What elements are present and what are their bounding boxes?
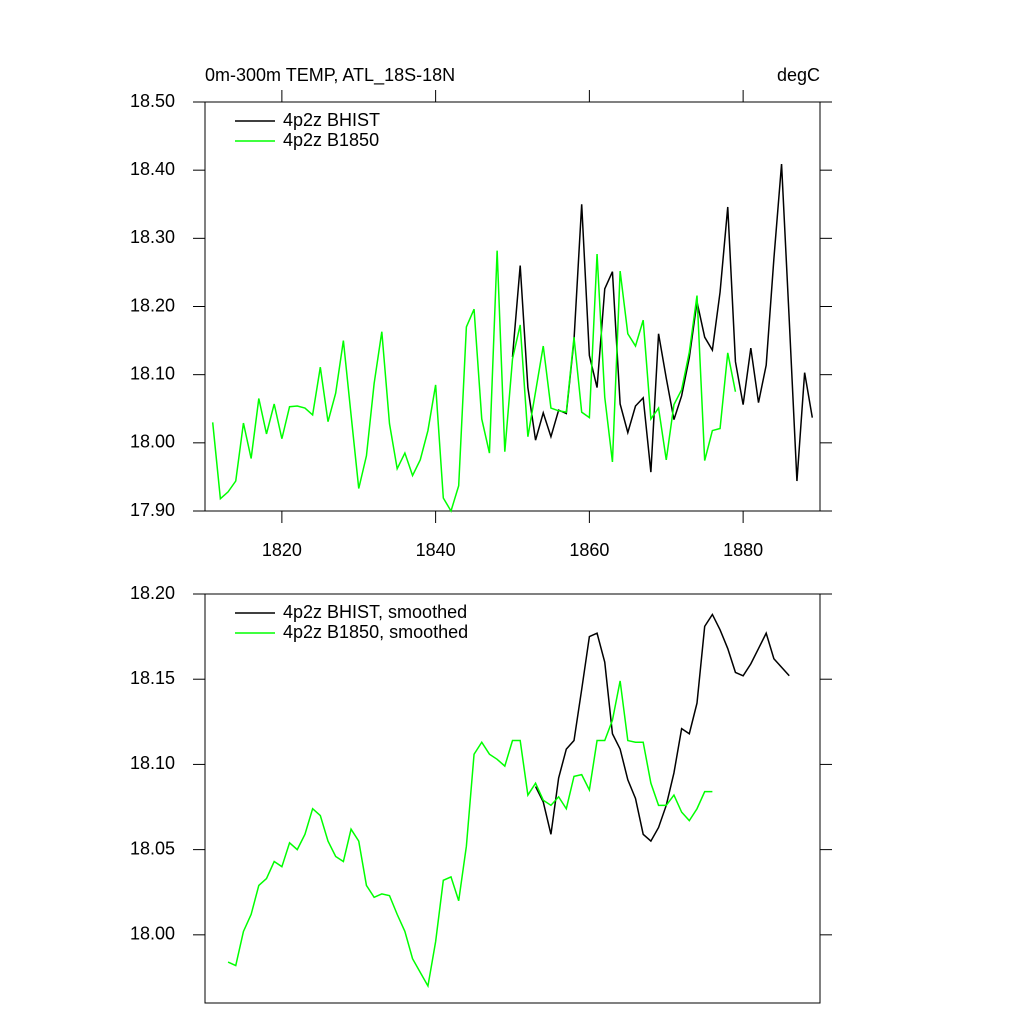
legend-label: 4p2z BHIST, smoothed xyxy=(283,602,467,622)
legend-label: 4p2z B1850, smoothed xyxy=(283,622,468,642)
y-tick-label: 18.10 xyxy=(130,363,175,383)
y-tick-label: 18.10 xyxy=(130,753,175,773)
y-tick-label: 18.30 xyxy=(130,227,175,247)
x-tick-label: 1820 xyxy=(262,540,302,560)
y-tick-label: 18.20 xyxy=(130,295,175,315)
y-tick-label: 18.15 xyxy=(130,668,175,688)
legend-label: 4p2z BHIST xyxy=(283,110,380,130)
legend-label: 4p2z B1850 xyxy=(283,130,379,150)
x-tick-label: 1860 xyxy=(569,540,609,560)
data-line xyxy=(534,612,790,843)
y-tick-label: 18.00 xyxy=(130,924,175,944)
units-label: degC xyxy=(777,65,820,85)
y-tick-label: 18.05 xyxy=(130,838,175,858)
x-tick-label: 1880 xyxy=(723,540,763,560)
chart-title: 0m-300m TEMP, ATL_18S-18N xyxy=(205,65,455,86)
y-tick-label: 18.40 xyxy=(130,159,175,179)
y-tick-label: 17.90 xyxy=(130,500,175,520)
y-tick-label: 18.50 xyxy=(130,91,175,111)
y-tick-label: 18.00 xyxy=(130,432,175,452)
y-tick-label: 18.20 xyxy=(130,583,175,603)
plot-frame xyxy=(204,101,821,512)
x-tick-label: 1840 xyxy=(416,540,456,560)
data-line xyxy=(227,680,713,989)
plot-frame xyxy=(204,593,821,1004)
data-line xyxy=(211,250,737,513)
